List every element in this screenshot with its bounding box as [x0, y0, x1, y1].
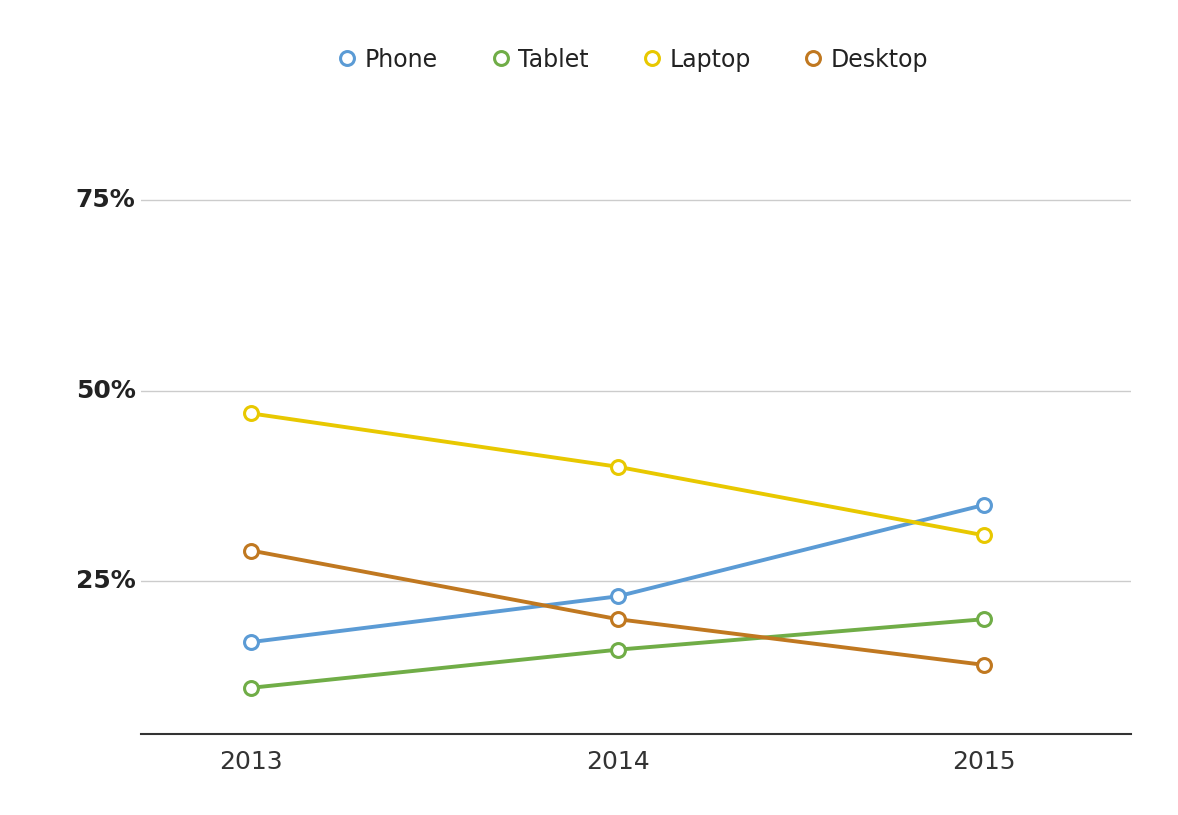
Text: 75%: 75%	[75, 188, 135, 212]
Laptop	[244, 408, 258, 418]
Phone	[244, 637, 258, 647]
Phone	[978, 500, 992, 509]
Line: Tablet: Tablet	[244, 612, 991, 694]
Line: Laptop: Laptop	[244, 407, 991, 542]
Desktop	[610, 615, 624, 624]
Desktop	[978, 660, 992, 670]
Laptop	[978, 531, 992, 540]
Tablet	[610, 645, 624, 654]
Tablet	[978, 615, 992, 624]
Text: 25%: 25%	[75, 569, 135, 593]
Phone	[610, 592, 624, 601]
Laptop	[610, 462, 624, 472]
Desktop	[244, 546, 258, 556]
Line: Desktop: Desktop	[244, 544, 991, 672]
Legend: Phone, Tablet, Laptop, Desktop: Phone, Tablet, Laptop, Desktop	[332, 36, 940, 84]
Line: Phone: Phone	[244, 498, 991, 649]
Text: 50%: 50%	[75, 378, 135, 403]
Tablet	[244, 683, 258, 693]
